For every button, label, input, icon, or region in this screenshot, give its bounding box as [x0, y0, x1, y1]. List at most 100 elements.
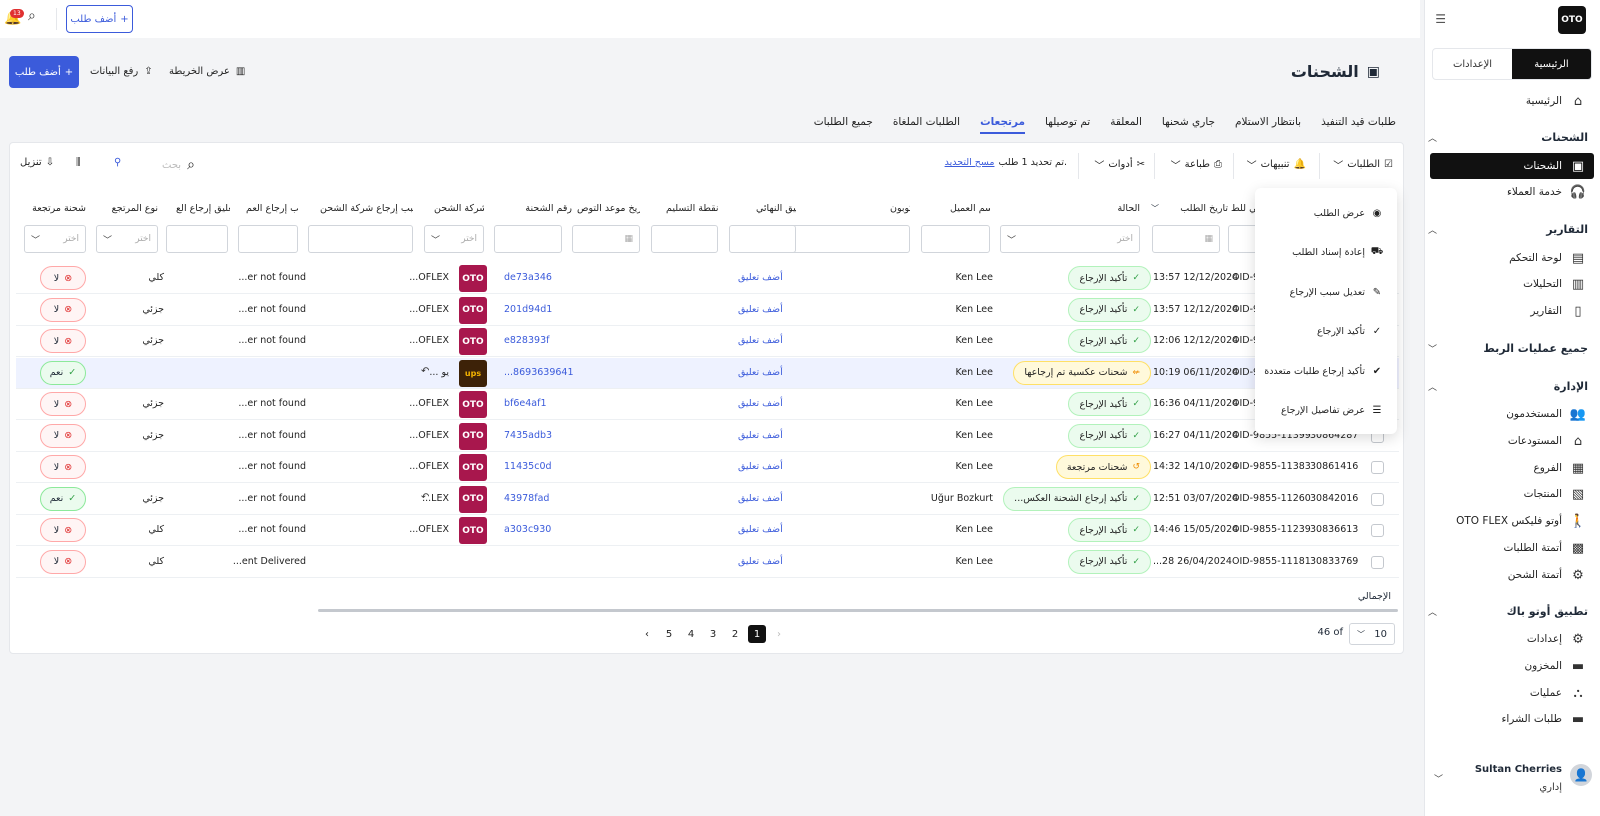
- menu-item[interactable]: ✓ تأكيد الإرجاع: [1263, 321, 1383, 343]
- clear-selection-link[interactable]: مسح التحديد: [944, 157, 995, 168]
- tab-status[interactable]: الطلبات الملغاة: [892, 116, 961, 128]
- filter-input[interactable]: ﹀ اختر: [96, 225, 158, 253]
- upload-data-button[interactable]: ⇪ رفع البيانات: [90, 66, 153, 77]
- add-comment-link[interactable]: أضف تعليق: [738, 461, 783, 472]
- download-button[interactable]: ⇩ تنزيل: [20, 157, 54, 168]
- add-order-primary-button[interactable]: + أضف طلب: [9, 56, 79, 88]
- table-row[interactable]: OID-9... 10:19 06/11/2024 ⇍ شحنات عكسية تم …: [16, 357, 1399, 389]
- sidebar-item-customer-service[interactable]: 🎧 خدمة العملاء: [1430, 179, 1594, 205]
- tracking-number[interactable]: bf6e4af1: [504, 398, 547, 409]
- search-box[interactable]: ⌕ بحث: [162, 157, 195, 173]
- add-comment-link[interactable]: أضف تعليق: [738, 429, 783, 441]
- section-autopack[interactable]: تطبيق أوتو باك ︿: [1428, 600, 1588, 622]
- filter-input[interactable]: ﹀ اختر: [24, 225, 86, 253]
- tab-status[interactable]: تم توصيلها: [1045, 116, 1091, 128]
- per-page-select[interactable]: 10 ﹀: [1349, 623, 1395, 645]
- filter-input[interactable]: [729, 225, 796, 253]
- tab-status[interactable]: جاري شحنها: [1161, 116, 1216, 128]
- sidebar-item-autopack-settings[interactable]: ⚙ إعدادات: [1430, 626, 1594, 652]
- sidebar-item-order-automation[interactable]: ▩ أتمتة الطلبات: [1430, 535, 1594, 561]
- row-checkbox[interactable]: [1371, 461, 1384, 474]
- table-row[interactable]: OID-9... 13:57 12/12/2024 ✓ تأكيد الإرجاع Ke…: [16, 263, 1399, 294]
- sidebar-item-shipping-automation[interactable]: ⚙ أتمتة الشحن: [1430, 562, 1594, 588]
- table-row[interactable]: 30842016 OID-9855-11260 12:51 03/07/2024 ✓.…: [16, 484, 1399, 515]
- tracking-number[interactable]: 11435c0d: [504, 461, 552, 472]
- undo-icon[interactable]: ↶: [421, 491, 430, 503]
- tracking-number[interactable]: e828393f: [504, 335, 550, 346]
- chevron-down-icon[interactable]: ﹀: [1434, 775, 1444, 785]
- sidebar-item-products[interactable]: ▧ المنتجات: [1430, 481, 1594, 507]
- page-number[interactable]: 5: [665, 628, 673, 640]
- section-admin[interactable]: الإدارة ︿: [1428, 375, 1588, 397]
- table-row[interactable]: 30864287 OID-9855-11399 16:27 04/11/2024 ✓ ت…: [16, 421, 1399, 452]
- chevron-down-icon[interactable]: ﹀: [1151, 204, 1159, 213]
- filter-input[interactable]: [166, 225, 228, 253]
- table-row[interactable]: 30836613 OID-9855-11239 14:46 15/05/2024 ✓ ت…: [16, 515, 1399, 546]
- sidebar-item-oto-flex[interactable]: 🚶 OTO FLEX أوتو فليكس: [1430, 508, 1594, 534]
- filter-input[interactable]: ▦: [1152, 225, 1220, 253]
- sidebar-item-analytics[interactable]: ▥ التحليلات: [1430, 271, 1594, 297]
- add-comment-link[interactable]: أضف تعليق: [738, 555, 783, 567]
- page-number[interactable]: 1: [748, 625, 766, 643]
- add-comment-link[interactable]: أضف تعليق: [738, 524, 783, 535]
- add-order-button[interactable]: + أضف طلب: [66, 5, 133, 33]
- search-icon[interactable]: ⌕: [28, 8, 36, 24]
- sidebar-item-reports[interactable]: ▯ التقارير: [1430, 298, 1594, 324]
- filter-input[interactable]: [494, 225, 562, 253]
- sidebar-item-purchase-orders[interactable]: ▬ طلبات الشراء: [1430, 706, 1594, 732]
- sidebar-item-users[interactable]: 👥 المستخدمون: [1430, 401, 1594, 427]
- filter-input[interactable]: [921, 225, 990, 253]
- tracking-number[interactable]: ...8693639641: [504, 366, 574, 378]
- user-profile[interactable]: 👤 Sultan Cherries إداري ﹀: [1432, 760, 1592, 800]
- sidebar-item-branches[interactable]: ▦ الفروع: [1430, 455, 1594, 481]
- menu-item[interactable]: ✎ تعديل سبب الإرجاع: [1263, 281, 1383, 303]
- row-checkbox[interactable]: [1371, 524, 1384, 537]
- add-comment-link[interactable]: أضف تعليق: [738, 492, 783, 504]
- tab-status[interactable]: المعلقة: [1110, 116, 1142, 128]
- section-shipments[interactable]: الشحنات ︿: [1428, 126, 1588, 148]
- tools-button[interactable]: ✂ أدوات ﹀: [1094, 157, 1145, 172]
- section-integrations[interactable]: جميع عمليات الربط ﹀: [1428, 337, 1588, 359]
- filter-input[interactable]: ▦: [572, 225, 640, 253]
- collapse-menu-icon[interactable]: ☰: [1435, 12, 1446, 26]
- tab-status[interactable]: جميع الطلبات: [813, 116, 873, 128]
- add-comment-link[interactable]: أضف تعليق: [738, 366, 783, 378]
- add-comment-link[interactable]: أضف تعليق: [738, 303, 783, 315]
- page-number[interactable]: 2: [731, 628, 739, 640]
- section-reports[interactable]: التقارير ︿: [1428, 218, 1588, 240]
- filter-input[interactable]: [651, 225, 718, 253]
- table-row[interactable]: 30833769 OID-9855-11181 ...28 26/04/2024 ✓ ت…: [16, 547, 1399, 578]
- menu-item[interactable]: ◉ عرض الطلب: [1263, 202, 1383, 224]
- add-comment-link[interactable]: أضف تعليق: [738, 272, 783, 283]
- tab-home[interactable]: الرئيسية: [1512, 49, 1591, 79]
- filter-button[interactable]: ⚲: [114, 157, 121, 168]
- filter-input[interactable]: ﹀ اختر: [424, 225, 484, 253]
- tracking-number[interactable]: 43978fad: [504, 492, 550, 504]
- prev-page-icon[interactable]: ‹: [645, 628, 649, 640]
- sidebar-item-dashboard[interactable]: ▤ لوحة التحكم: [1430, 245, 1594, 271]
- next-page-icon[interactable]: ›: [777, 628, 781, 640]
- menu-item[interactable]: ☰ عرض تفاصيل الإرجاع: [1263, 400, 1383, 422]
- add-comment-link[interactable]: أضف تعليق: [738, 335, 783, 346]
- row-checkbox[interactable]: [1371, 555, 1384, 569]
- tracking-number[interactable]: 7435adb3: [504, 429, 553, 441]
- sidebar-item-home[interactable]: ⌂ الرئيسية: [1430, 88, 1594, 114]
- table-row[interactable]: OID-9... 16:36 04/11/2024 ✓ تأكيد الإرجاع Ke…: [16, 389, 1399, 420]
- table-row[interactable]: 30861416 OID-9855-11383 14:32 14/10/2024 ↺ ش…: [16, 452, 1399, 483]
- orders-menu-button[interactable]: ☑ الطلبات ﹀: [1333, 157, 1393, 172]
- view-map-button[interactable]: ▥ عرض الخريطة: [169, 66, 245, 77]
- page-number[interactable]: 3: [709, 628, 717, 640]
- alerts-button[interactable]: 🔔 تنبيهات ﹀: [1247, 157, 1306, 172]
- column-settings-button[interactable]: ⫼: [76, 157, 81, 168]
- page-number[interactable]: 4: [687, 628, 695, 640]
- tracking-number[interactable]: 201d94d1: [504, 303, 553, 315]
- search-input[interactable]: بحث: [162, 159, 182, 171]
- horizontal-scrollbar[interactable]: [318, 609, 1398, 612]
- menu-item[interactable]: ✔ تأكيد إرجاع طلبات متعددة: [1263, 360, 1383, 382]
- sidebar-item-inventory[interactable]: ▬ المخزون: [1430, 653, 1594, 679]
- tracking-number[interactable]: a303c930: [504, 524, 552, 535]
- menu-item[interactable]: ⛟ إعادة إسناد الطلب: [1263, 242, 1383, 264]
- sidebar-item-warehouses[interactable]: ⌂ المستودعات: [1430, 428, 1594, 454]
- table-row[interactable]: OID-9... 13:57 12/12/2024 ✓ تأكيد الإرجاع Ke…: [16, 295, 1399, 326]
- tab-status[interactable]: بانتظار الاستلام: [1235, 116, 1302, 128]
